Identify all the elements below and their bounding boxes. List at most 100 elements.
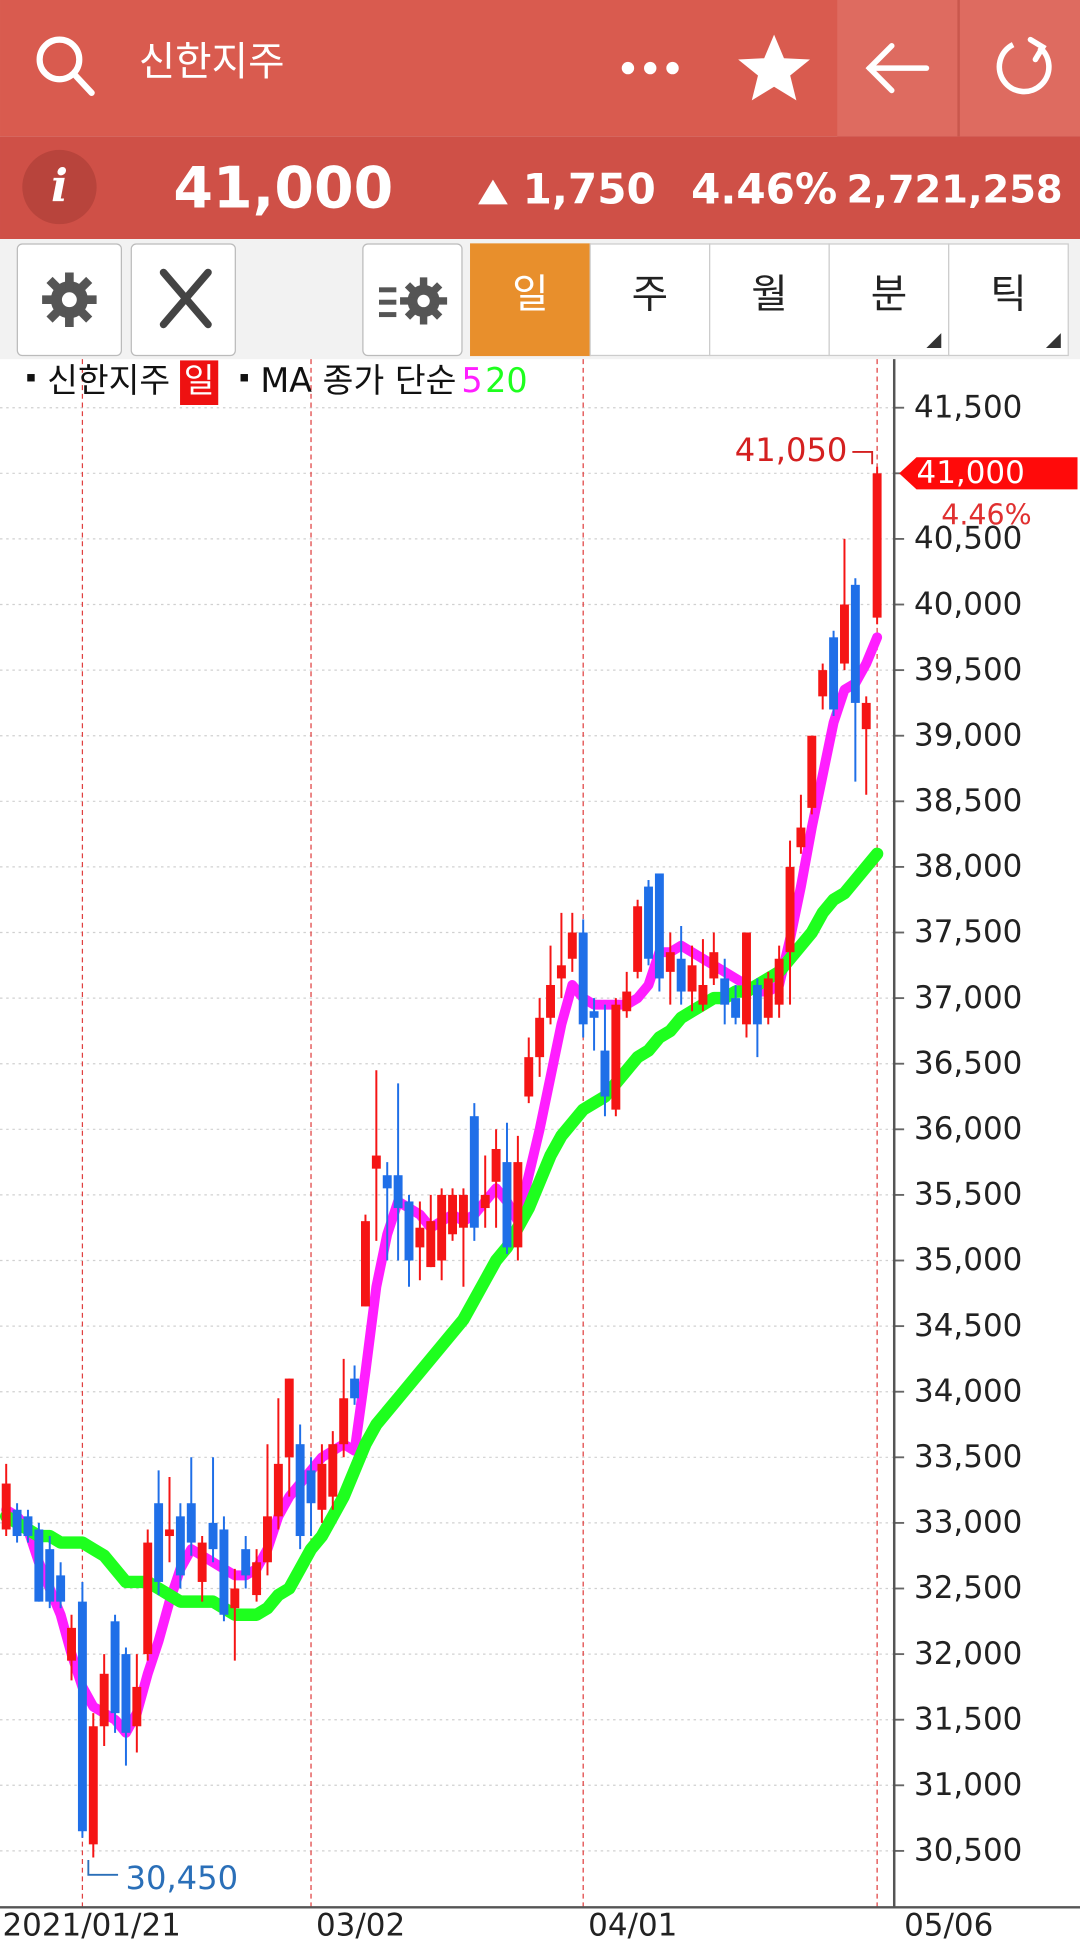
- back-icon[interactable]: [865, 43, 930, 94]
- current-price: 41,000: [173, 156, 393, 222]
- period-tab[interactable]: [948, 243, 1069, 357]
- candle-body: [742, 932, 751, 1025]
- candle-body: [709, 952, 719, 979]
- y-tick-label: 40,000: [914, 586, 1022, 622]
- period-tab-label: 틱: [990, 272, 1026, 318]
- candle-body: [861, 702, 871, 730]
- legend-marker: [240, 374, 248, 382]
- candle-body: [731, 998, 741, 1018]
- candle-body: [556, 965, 566, 979]
- candle-body: [219, 1529, 229, 1615]
- low-pointer: [87, 1859, 119, 1876]
- candle-body: [56, 1575, 66, 1602]
- candle-body: [720, 978, 730, 1005]
- candle-body: [415, 1227, 425, 1248]
- candle-body: [426, 1221, 436, 1268]
- search-icon[interactable]: [36, 36, 95, 96]
- candle-body: [67, 1627, 76, 1661]
- candle-body: [448, 1194, 458, 1235]
- candle-body: [295, 1444, 305, 1537]
- candle-body: [458, 1194, 468, 1228]
- candle-body: [306, 1470, 316, 1504]
- candle-body: [197, 1542, 207, 1582]
- candle-body: [45, 1549, 55, 1602]
- period-tab-label: 일: [512, 272, 548, 318]
- legend-entry: 5: [461, 361, 482, 400]
- x-tick-label: 2021/01/21: [2, 1908, 180, 1942]
- candle-body: [284, 1378, 294, 1458]
- candle-body: [77, 1601, 87, 1832]
- period-tab[interactable]: [828, 243, 950, 357]
- more-icon[interactable]: [621, 61, 679, 75]
- candle-body: [154, 1503, 164, 1582]
- y-tick-label: 37,000: [914, 980, 1022, 1016]
- candle-body: [252, 1562, 262, 1596]
- quote-bar: [0, 136, 1080, 240]
- candle-body: [241, 1549, 251, 1576]
- y-tick-label: 41,500: [914, 389, 1022, 425]
- candle-body: [644, 886, 653, 959]
- candle-body: [535, 1017, 545, 1058]
- candle-body: [600, 1050, 610, 1097]
- candle-body: [165, 1529, 174, 1537]
- stock-name[interactable]: 신한지주: [139, 39, 285, 85]
- y-tick-label: 31,000: [914, 1767, 1022, 1803]
- candle-body: [143, 1542, 153, 1655]
- period-tab-label: 주: [632, 272, 668, 318]
- candle-body: [774, 958, 784, 1005]
- period-tab[interactable]: [470, 243, 591, 357]
- candle-body: [273, 1463, 283, 1517]
- y-tick-label: 31,500: [914, 1701, 1022, 1737]
- period-tab[interactable]: [589, 243, 711, 357]
- candle-body: [230, 1588, 240, 1609]
- candle-body: [480, 1194, 490, 1209]
- y-tick-label: 33,000: [914, 1505, 1022, 1541]
- candle-body: [840, 604, 849, 664]
- candle-body: [491, 1148, 501, 1182]
- candle-body: [12, 1509, 22, 1537]
- y-tick-label: 40,500: [914, 521, 1022, 557]
- candle-body: [186, 1503, 196, 1543]
- candle-body: [502, 1162, 512, 1248]
- candle-body: [437, 1194, 447, 1261]
- candle-body: [752, 984, 762, 1025]
- y-tick-label: 30,500: [914, 1833, 1022, 1869]
- candle-body: [763, 978, 773, 1018]
- refresh-icon[interactable]: [996, 36, 1052, 95]
- legend-entry: 20: [485, 361, 528, 400]
- candle-body: [687, 965, 697, 992]
- candle-body: [829, 637, 839, 710]
- candle-body: [121, 1654, 131, 1733]
- candle-body: [469, 1116, 479, 1228]
- submenu-marker: [926, 333, 942, 349]
- period-tab-label: 분: [871, 272, 907, 318]
- legend-title: 신한지주: [47, 361, 170, 400]
- candle-body: [676, 958, 686, 992]
- x-tick-label: 04/01: [588, 1908, 677, 1942]
- candle-body: [513, 1162, 523, 1248]
- candle-body: [796, 827, 806, 848]
- candle-body: [665, 952, 675, 972]
- candle-body: [633, 906, 643, 972]
- candle-body: [88, 1726, 98, 1845]
- period-tab-label: 월: [751, 272, 787, 318]
- candle-body: [1, 1483, 11, 1530]
- y-tick-label: 32,500: [914, 1570, 1022, 1606]
- y-tick-label: 35,500: [914, 1177, 1022, 1213]
- high-label: 41,050: [735, 431, 848, 469]
- legend-marker: [27, 374, 35, 382]
- info-button[interactable]: [22, 149, 97, 225]
- candle-body: [263, 1516, 272, 1563]
- info-icon: i: [51, 159, 68, 212]
- y-tick-label: 32,000: [914, 1636, 1022, 1672]
- candle-body: [350, 1378, 360, 1399]
- candle-body: [208, 1522, 218, 1550]
- candle-body: [622, 991, 632, 1012]
- y-tick-label: 37,500: [914, 914, 1022, 950]
- y-tick-label: 36,000: [914, 1111, 1022, 1147]
- candle-body: [393, 1175, 403, 1209]
- favorite-icon[interactable]: [738, 34, 810, 101]
- y-tick-label: 36,500: [914, 1045, 1022, 1081]
